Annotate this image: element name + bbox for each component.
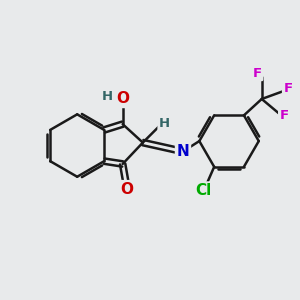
Text: O: O — [116, 92, 129, 106]
Text: F: F — [280, 109, 289, 122]
Text: H: H — [102, 90, 113, 103]
Text: F: F — [253, 67, 262, 80]
Text: Cl: Cl — [196, 183, 212, 198]
Text: N: N — [177, 144, 189, 159]
Text: F: F — [284, 82, 292, 95]
Text: H: H — [159, 117, 170, 130]
Text: O: O — [121, 182, 134, 197]
